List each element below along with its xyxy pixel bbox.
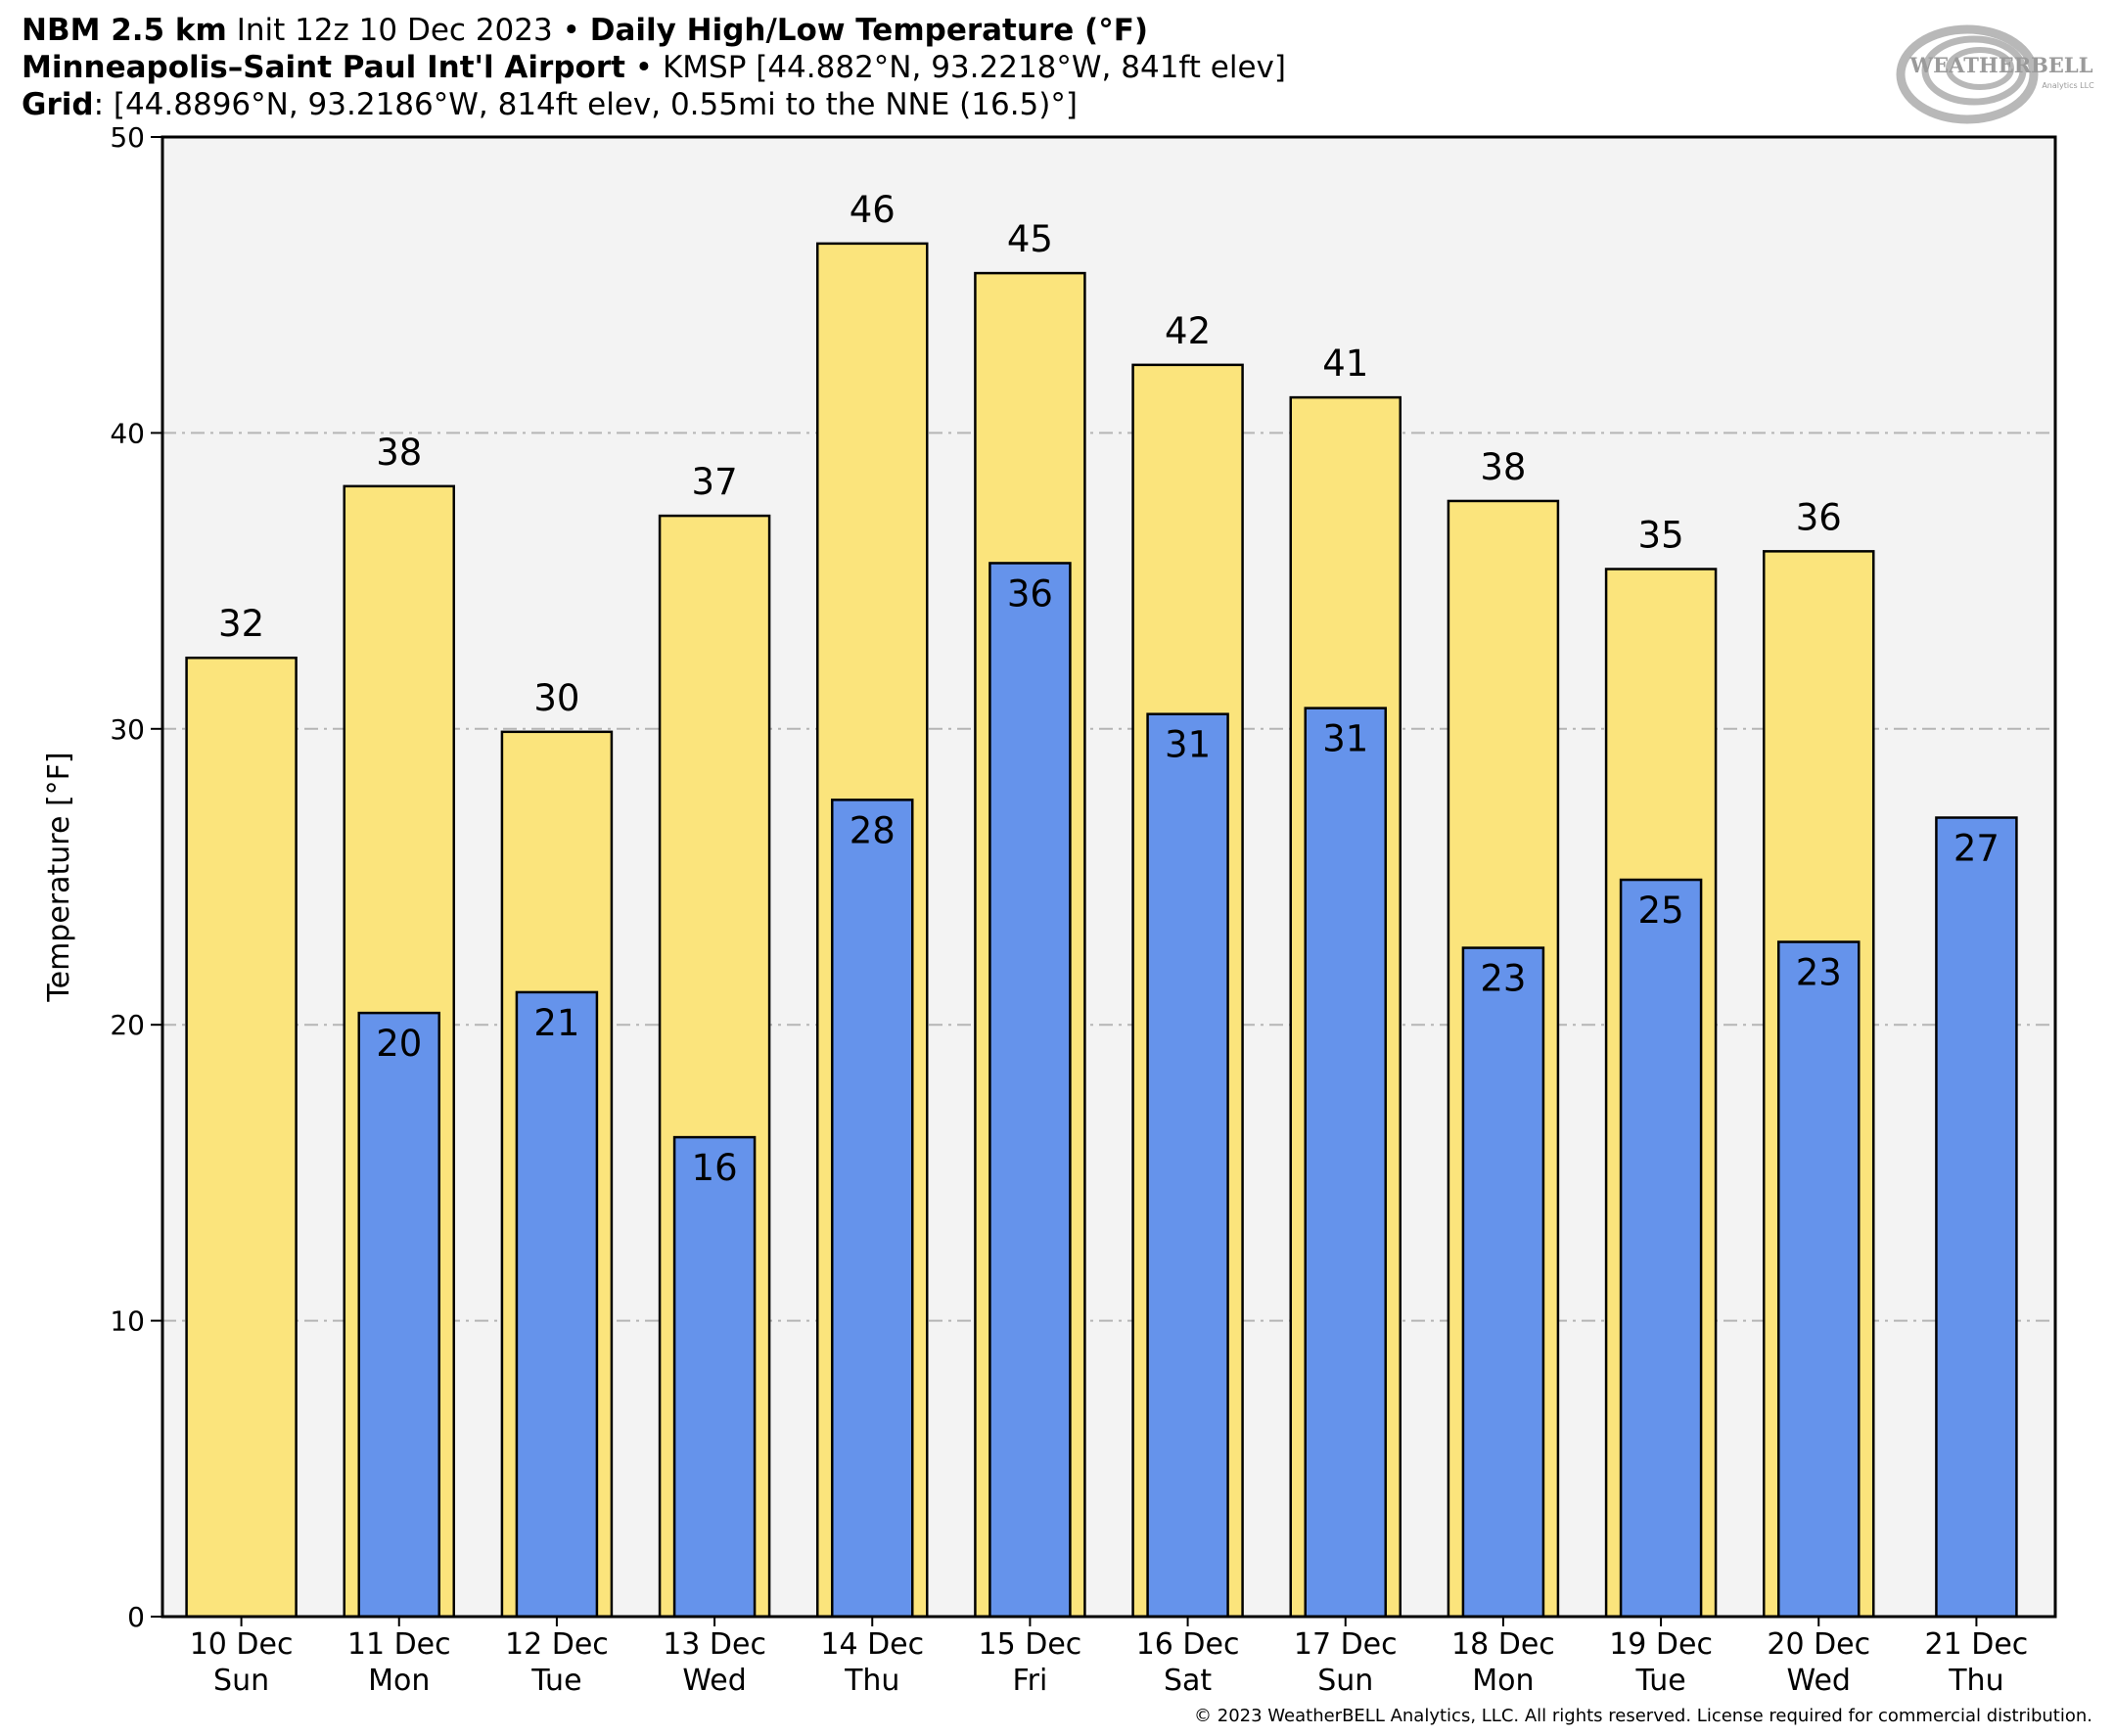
x-tick-date: 12 Dec: [505, 1627, 609, 1662]
low-temp-label: 31: [1165, 724, 1211, 766]
high-temp-label: 38: [376, 432, 422, 474]
high-temp-bar: [185, 656, 298, 1619]
low-temp-label: 20: [376, 1023, 422, 1065]
y-axis-label: Temperature [°F]: [42, 752, 76, 1002]
y-tick-label: 50: [110, 121, 145, 154]
y-tick-label: 40: [110, 417, 145, 449]
low-temp-bar: [1777, 940, 1861, 1619]
x-tick-weekday: Fri: [1013, 1664, 1048, 1698]
low-temp-label: 25: [1638, 890, 1684, 932]
low-temp-bar: [1146, 712, 1229, 1619]
x-tick-weekday: Mon: [1472, 1664, 1534, 1698]
chart-title: NBM 2.5 km Init 12z 10 Dec 2023 • Daily …: [22, 13, 1149, 48]
low-temp-bar: [515, 990, 599, 1619]
weatherbell-logo: WEATHERBELL Analytics LLC: [1896, 24, 2094, 124]
x-tick-date: 15 Dec: [979, 1627, 1082, 1662]
x-tick-weekday: Mon: [368, 1664, 430, 1698]
plot-area: [162, 137, 2055, 1617]
plot-frame: [161, 135, 2057, 1619]
low-temp-bar: [357, 1011, 440, 1619]
x-tick-weekday: Thu: [1948, 1664, 2003, 1698]
product-name: Daily High/Low Temperature (°F): [589, 13, 1149, 48]
x-tick-weekday: Wed: [682, 1664, 746, 1698]
x-tick-date: 17 Dec: [1294, 1627, 1398, 1662]
low-temp-label: 31: [1322, 718, 1368, 760]
bars: [185, 242, 2018, 1619]
low-temp-bar: [672, 1135, 757, 1619]
x-tick-date: 16 Dec: [1136, 1627, 1240, 1662]
station-name: Minneapolis–Saint Paul Int'l Airport: [22, 50, 625, 85]
grid-line: Grid: [44.8896°N, 93.2186°W, 814ft elev,…: [22, 86, 1078, 123]
station-info: KMSP [44.882°N, 93.2218°W, 841ft elev]: [662, 50, 1286, 85]
y-tick-label: 10: [110, 1305, 145, 1338]
y-tick-label: 20: [110, 1009, 145, 1041]
high-temp-label: 42: [1165, 310, 1211, 352]
high-temp-label: 36: [1796, 496, 1842, 538]
grid-label: Grid: [22, 87, 94, 122]
x-tick-weekday: Sun: [213, 1664, 269, 1698]
low-temp-label: 21: [533, 1002, 579, 1044]
low-temp-label: 27: [1953, 828, 1999, 870]
high-temp-label: 41: [1322, 343, 1368, 385]
x-tick-date: 10 Dec: [190, 1627, 294, 1662]
y-tick-label: 0: [127, 1601, 145, 1633]
x-tick-date: 18 Dec: [1451, 1627, 1555, 1662]
low-temp-bar: [1619, 878, 1703, 1619]
logo-text: WEATHERBELL: [1909, 53, 2093, 77]
x-tick-weekday: Tue: [530, 1664, 581, 1698]
logo-subtext: Analytics LLC: [2042, 81, 2094, 90]
x-tick-date: 14 Dec: [820, 1627, 924, 1662]
x-tick-date: 13 Dec: [663, 1627, 766, 1662]
x-tick-weekday: Sun: [1317, 1664, 1373, 1698]
x-tick-date: 11 Dec: [347, 1627, 451, 1662]
low-temp-bar: [1461, 946, 1545, 1619]
high-temp-label: 35: [1638, 515, 1684, 557]
value-labels: 32 38 20 30 21 37 16 46 28 45 36 42 31 41 31 38 23 35 25 36…: [218, 189, 1999, 1189]
low-temp-label: 36: [1007, 572, 1053, 615]
x-tick-date: 21 Dec: [1925, 1627, 2029, 1662]
x-tick-weekday: Sat: [1164, 1664, 1212, 1698]
high-temp-label: 37: [692, 461, 738, 503]
low-temp-bar: [1935, 816, 2018, 1619]
x-tick-date: 19 Dec: [1609, 1627, 1713, 1662]
high-temp-label: 45: [1007, 218, 1053, 260]
y-tick-label: 30: [110, 713, 145, 746]
high-temp-label: 32: [218, 603, 264, 645]
low-temp-label: 28: [850, 809, 896, 851]
high-temp-label: 30: [533, 677, 579, 719]
low-temp-bar: [1304, 707, 1387, 1619]
low-temp-label: 16: [692, 1147, 738, 1189]
low-temp-label: 23: [1480, 958, 1526, 1000]
high-temp-label: 38: [1480, 446, 1526, 488]
low-temp-label: 23: [1796, 952, 1842, 994]
grid-info: : [44.8896°N, 93.2186°W, 814ft elev, 0.5…: [93, 87, 1078, 122]
x-tick-date: 20 Dec: [1767, 1627, 1870, 1662]
x-tick-weekday: Wed: [1787, 1664, 1851, 1698]
model-name: NBM 2.5 km: [22, 13, 227, 48]
init-time: Init 12z 10 Dec 2023: [236, 13, 553, 48]
low-temp-bar: [988, 562, 1072, 1619]
x-tick-weekday: Thu: [844, 1664, 899, 1698]
x-tick-weekday: Tue: [1634, 1664, 1685, 1698]
station-line: Minneapolis–Saint Paul Int'l Airport • K…: [22, 50, 1286, 85]
high-temp-label: 46: [850, 189, 896, 231]
copyright-notice: © 2023 WeatherBELL Analytics, LLC. All r…: [1194, 1706, 2092, 1726]
low-temp-bar: [831, 799, 914, 1619]
